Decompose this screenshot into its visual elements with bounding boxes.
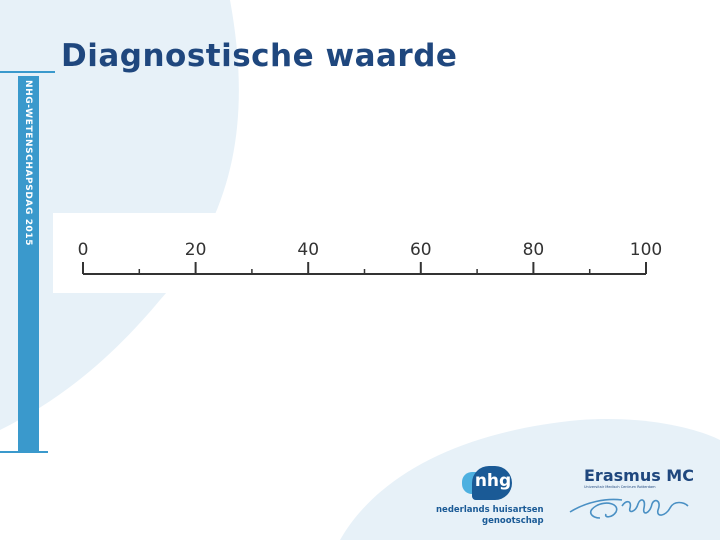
sidebar-event-label: NHG-WETENSCHAPSDAG 2015 <box>23 80 33 247</box>
erasmus-name: Erasmus MC <box>584 466 694 485</box>
sidebar-band <box>18 76 39 451</box>
scale-tick-label: 20 <box>185 240 207 260</box>
sidebar-top-line <box>0 71 55 73</box>
scale-tick-label: 80 <box>523 240 545 260</box>
scale-ruler: 0 20 40 60 80 100 <box>78 240 662 275</box>
erasmus-tagline: Universitair Medisch Centrum Rotterdam <box>584 485 656 489</box>
scale-tick-label: 40 <box>297 240 319 260</box>
nhg-name-line1: nederlands huisartsen <box>436 505 544 515</box>
scale-tick-label: 0 <box>78 240 89 260</box>
nhg-logo: nhg nederlands huisartsen genootschap <box>430 462 550 532</box>
scale-panel: 0 20 40 60 80 100 <box>53 213 693 293</box>
slide-title: Diagnostische waarde <box>61 38 458 74</box>
scale-tick-label: 100 <box>630 240 662 260</box>
nhg-mark-text: nhg <box>474 471 512 491</box>
scale-tick-label: 60 <box>410 240 432 260</box>
nhg-mark-icon <box>472 466 512 500</box>
nhg-name-line2: genootschap <box>482 516 544 526</box>
erasmus-signature-icon <box>569 498 689 519</box>
sidebar-bottom-line <box>0 451 48 453</box>
erasmus-logo: Erasmus MC Universitair Medisch Centrum … <box>566 466 696 526</box>
